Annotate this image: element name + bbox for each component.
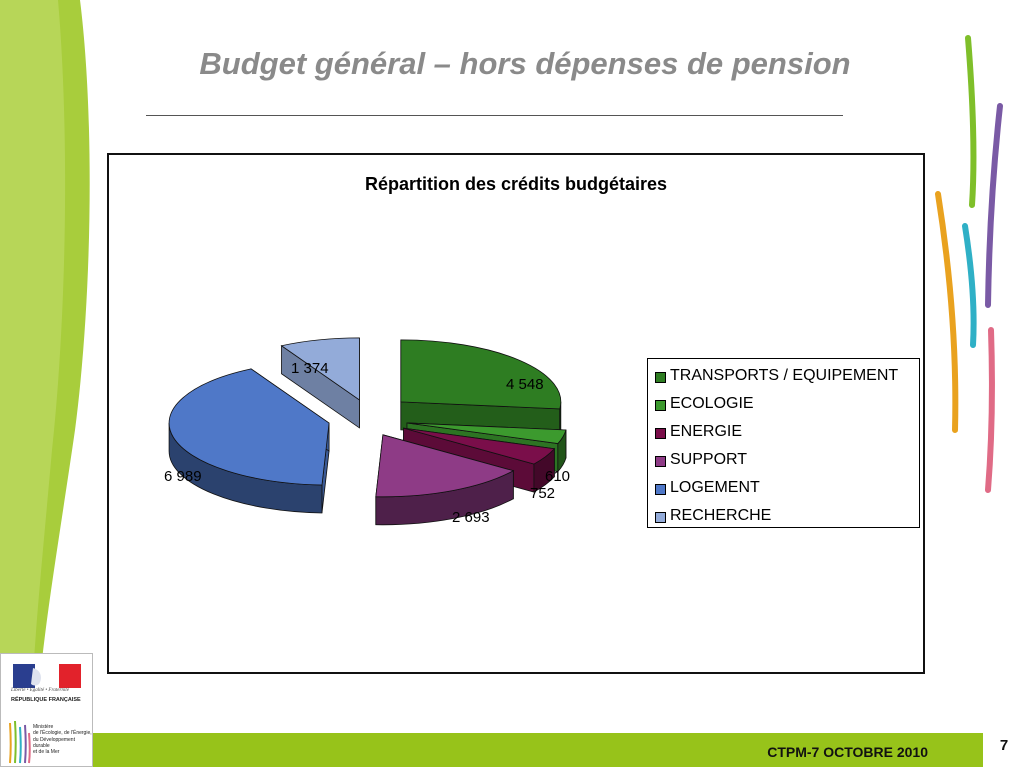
legend-label: ENERGIE	[670, 423, 743, 440]
legend-swatch	[655, 428, 666, 439]
data-label-transports-equipement: 4 548	[506, 376, 544, 393]
legend-swatch	[655, 484, 666, 495]
legend-swatch	[655, 400, 666, 411]
legend-label: SUPPORT	[670, 451, 748, 468]
chart-legend: TRANSPORTS / EQUIPEMENT ECOLOGIE ENERGIE SU…	[647, 358, 920, 528]
ministry-line: durable	[33, 742, 50, 749]
left-wave-decoration	[0, 0, 90, 660]
color-bars-decoration	[935, 35, 1003, 493]
pie-slice-recherche	[280, 337, 360, 429]
legend-label: ECOLOGIE	[670, 395, 754, 412]
ministry-line: Ministère	[33, 724, 54, 730]
data-label-ecologie: 610	[545, 468, 571, 485]
footer-text: CTPM-7 OCTOBRE 2010	[767, 744, 928, 760]
marianne-flag-icon	[13, 664, 81, 688]
ministry-logo-icon	[9, 720, 31, 764]
legend-label: RECHERCHE	[670, 507, 772, 524]
legend-swatch	[655, 512, 666, 523]
data-label-energie: 752	[530, 485, 556, 502]
legend-label: LOGEMENT	[670, 479, 760, 496]
legend-label: TRANSPORTS / EQUIPEMENT	[670, 367, 899, 384]
pie-slice-support	[375, 434, 515, 526]
legend-swatch	[655, 456, 666, 467]
data-label-support: 2 693	[452, 509, 490, 526]
ministry-name: Ministère de l'Écologie, de l'Énergie, d…	[33, 724, 93, 755]
legend-swatch	[655, 372, 666, 383]
republique-francaise-logo: Liberté • Égalité • Fraternité RÉPUBLIQU…	[0, 653, 93, 767]
republic-name: RÉPUBLIQUE FRANÇAISE	[11, 697, 81, 703]
ministry-line: de l'Écologie, de l'Énergie,	[33, 730, 92, 737]
page-number: 7	[985, 733, 1023, 767]
title-divider	[146, 115, 843, 116]
republic-motto: Liberté • Égalité • Fraternité	[11, 688, 69, 693]
ministry-line: du Développement	[33, 736, 75, 743]
pie-slice-logement	[168, 368, 330, 514]
slide-title: Budget général – hors dépenses de pensio…	[199, 46, 851, 81]
footer-bar: CTPM-7 OCTOBRE 2010	[93, 733, 983, 767]
chart-title: Répartition des crédits budgétaires	[364, 174, 668, 194]
ministry-line: et de la Mer	[33, 749, 60, 756]
data-label-logement: 6 989	[164, 468, 202, 485]
data-label-recherche: 1 374	[291, 360, 329, 377]
